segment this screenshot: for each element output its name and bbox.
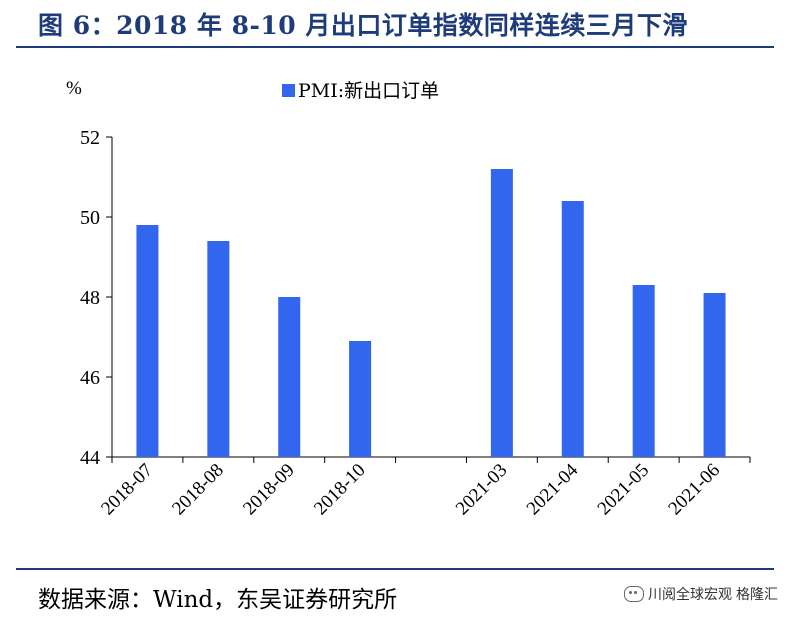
title-rule [16, 46, 774, 48]
bar-2018-10 [349, 341, 372, 457]
watermark-text-2: 格隆汇 [736, 587, 778, 603]
x-tick-label: 2021-04 [523, 459, 583, 519]
y-tick-label: 48 [80, 287, 100, 309]
bar-2018-09 [278, 297, 301, 457]
x-tick-label: 2018-07 [97, 460, 157, 520]
legend-label: PMI:新出口订单 [298, 80, 439, 102]
x-tick-label: 2021-05 [594, 460, 654, 520]
x-tick-label: 2018-10 [310, 460, 370, 520]
figure-title: 图 6：2018 年 8-10 月出口订单指数同样连续三月下滑 [38, 11, 688, 40]
bar-2021-05 [632, 285, 655, 457]
watermark-text: 川阅全球宏观 [648, 587, 732, 603]
bar-2018-07 [136, 225, 159, 457]
bar-chart: 44 46 48 50 52% 2018-07 2018-08 2018-09 2018-10 2… [66, 78, 751, 520]
source-rule [16, 568, 774, 570]
x-tick-label: 2018-08 [168, 460, 228, 520]
bar-2018-08 [207, 241, 230, 457]
y-tick-label: 44 [80, 447, 100, 469]
source-note: 数据来源：Wind，东吴证券研究所 [38, 587, 398, 613]
x-tick-label: 2018-09 [239, 460, 299, 520]
bar-2021-06 [703, 293, 726, 457]
y-unit-label: % [66, 78, 82, 99]
y-tick-label: 46 [80, 367, 100, 389]
y-tick-label: 50 [80, 207, 100, 229]
y-tick-label: 52 [80, 127, 100, 149]
legend-swatch [282, 84, 295, 97]
x-tick-label: 2021-03 [452, 460, 512, 520]
x-tick-label: 2021-06 [664, 460, 724, 520]
bar-2021-03 [490, 169, 513, 457]
watermark: 川阅全球宏观 格隆汇 [624, 584, 778, 604]
wechat-icon [624, 586, 644, 602]
bar-2021-04 [561, 201, 584, 457]
